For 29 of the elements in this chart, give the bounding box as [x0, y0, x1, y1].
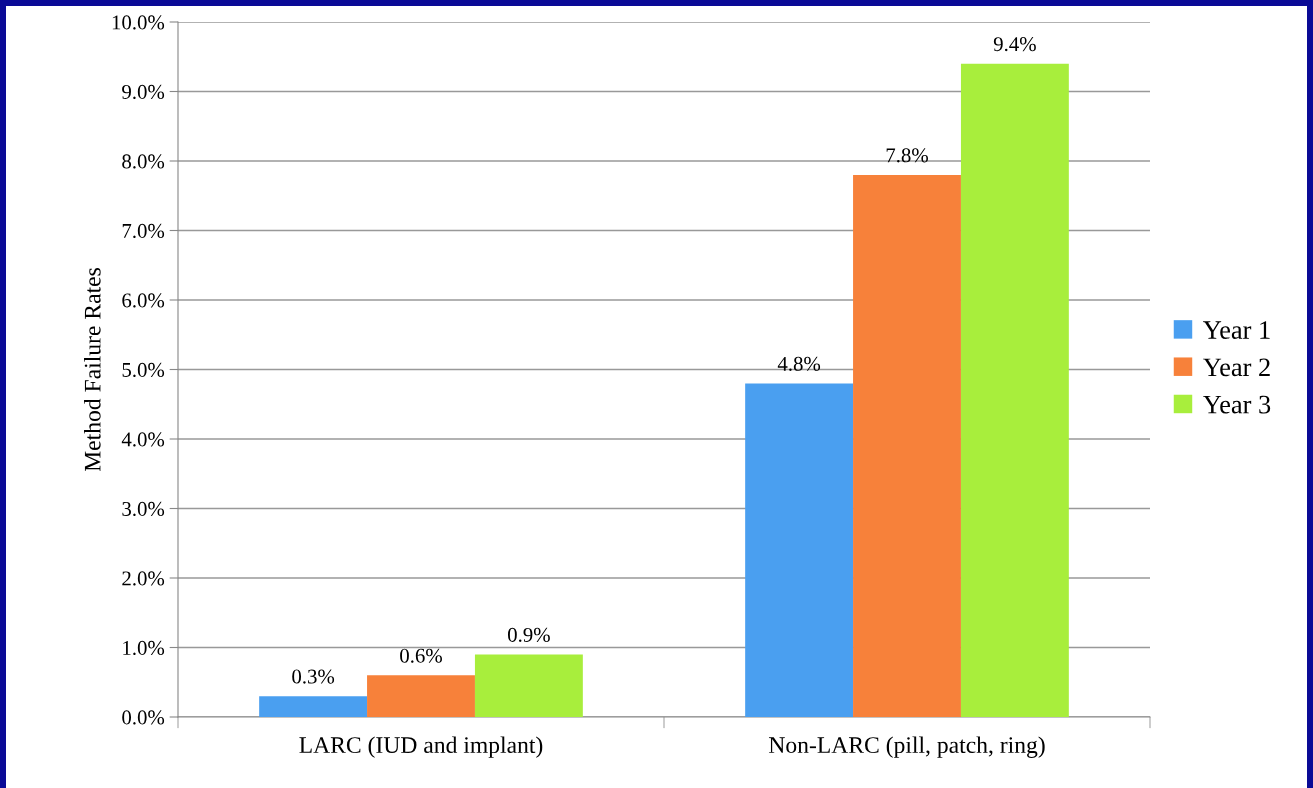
x-tick-label: LARC (IUD and implant)	[299, 736, 543, 758]
bar	[853, 174, 961, 717]
text: 0.9%	[507, 627, 550, 642]
text: 0.6%	[400, 648, 442, 663]
y-tick-label: 10.0%	[112, 15, 165, 30]
bar	[745, 383, 854, 717]
y-tick-label: 5.0%	[122, 362, 165, 378]
bar	[960, 63, 1069, 717]
legend-label: Year 2	[1203, 358, 1270, 377]
y-tick-label: 8.0%	[122, 154, 165, 169]
x-tick-label: Non-LARC (pill, patch, ring)	[768, 736, 1045, 758]
y-tick-label: 0.0%	[122, 710, 165, 725]
y-tick-label: 2.0%	[122, 571, 165, 586]
y-tick-label: 9.0%	[122, 84, 165, 100]
y-tick-label: 6.0%	[122, 293, 165, 308]
y-tick-label: 1.0%	[123, 640, 165, 656]
legend-label: Year 1	[1203, 321, 1270, 339]
legend-label: Year 3	[1203, 395, 1271, 414]
y-tick-label: 7.0%	[122, 223, 165, 239]
y-axis-title: Method Failure Rates	[84, 268, 101, 472]
text: 4.8%	[777, 356, 821, 371]
bar	[367, 675, 475, 717]
text: 7.8%	[886, 148, 928, 163]
text: 9.4%	[993, 37, 1036, 52]
bar	[474, 654, 583, 717]
y-tick-label: 4.0%	[121, 432, 165, 447]
bar	[259, 696, 368, 717]
text: 0.3%	[292, 669, 335, 684]
y-tick-label: 3.0%	[122, 501, 165, 517]
